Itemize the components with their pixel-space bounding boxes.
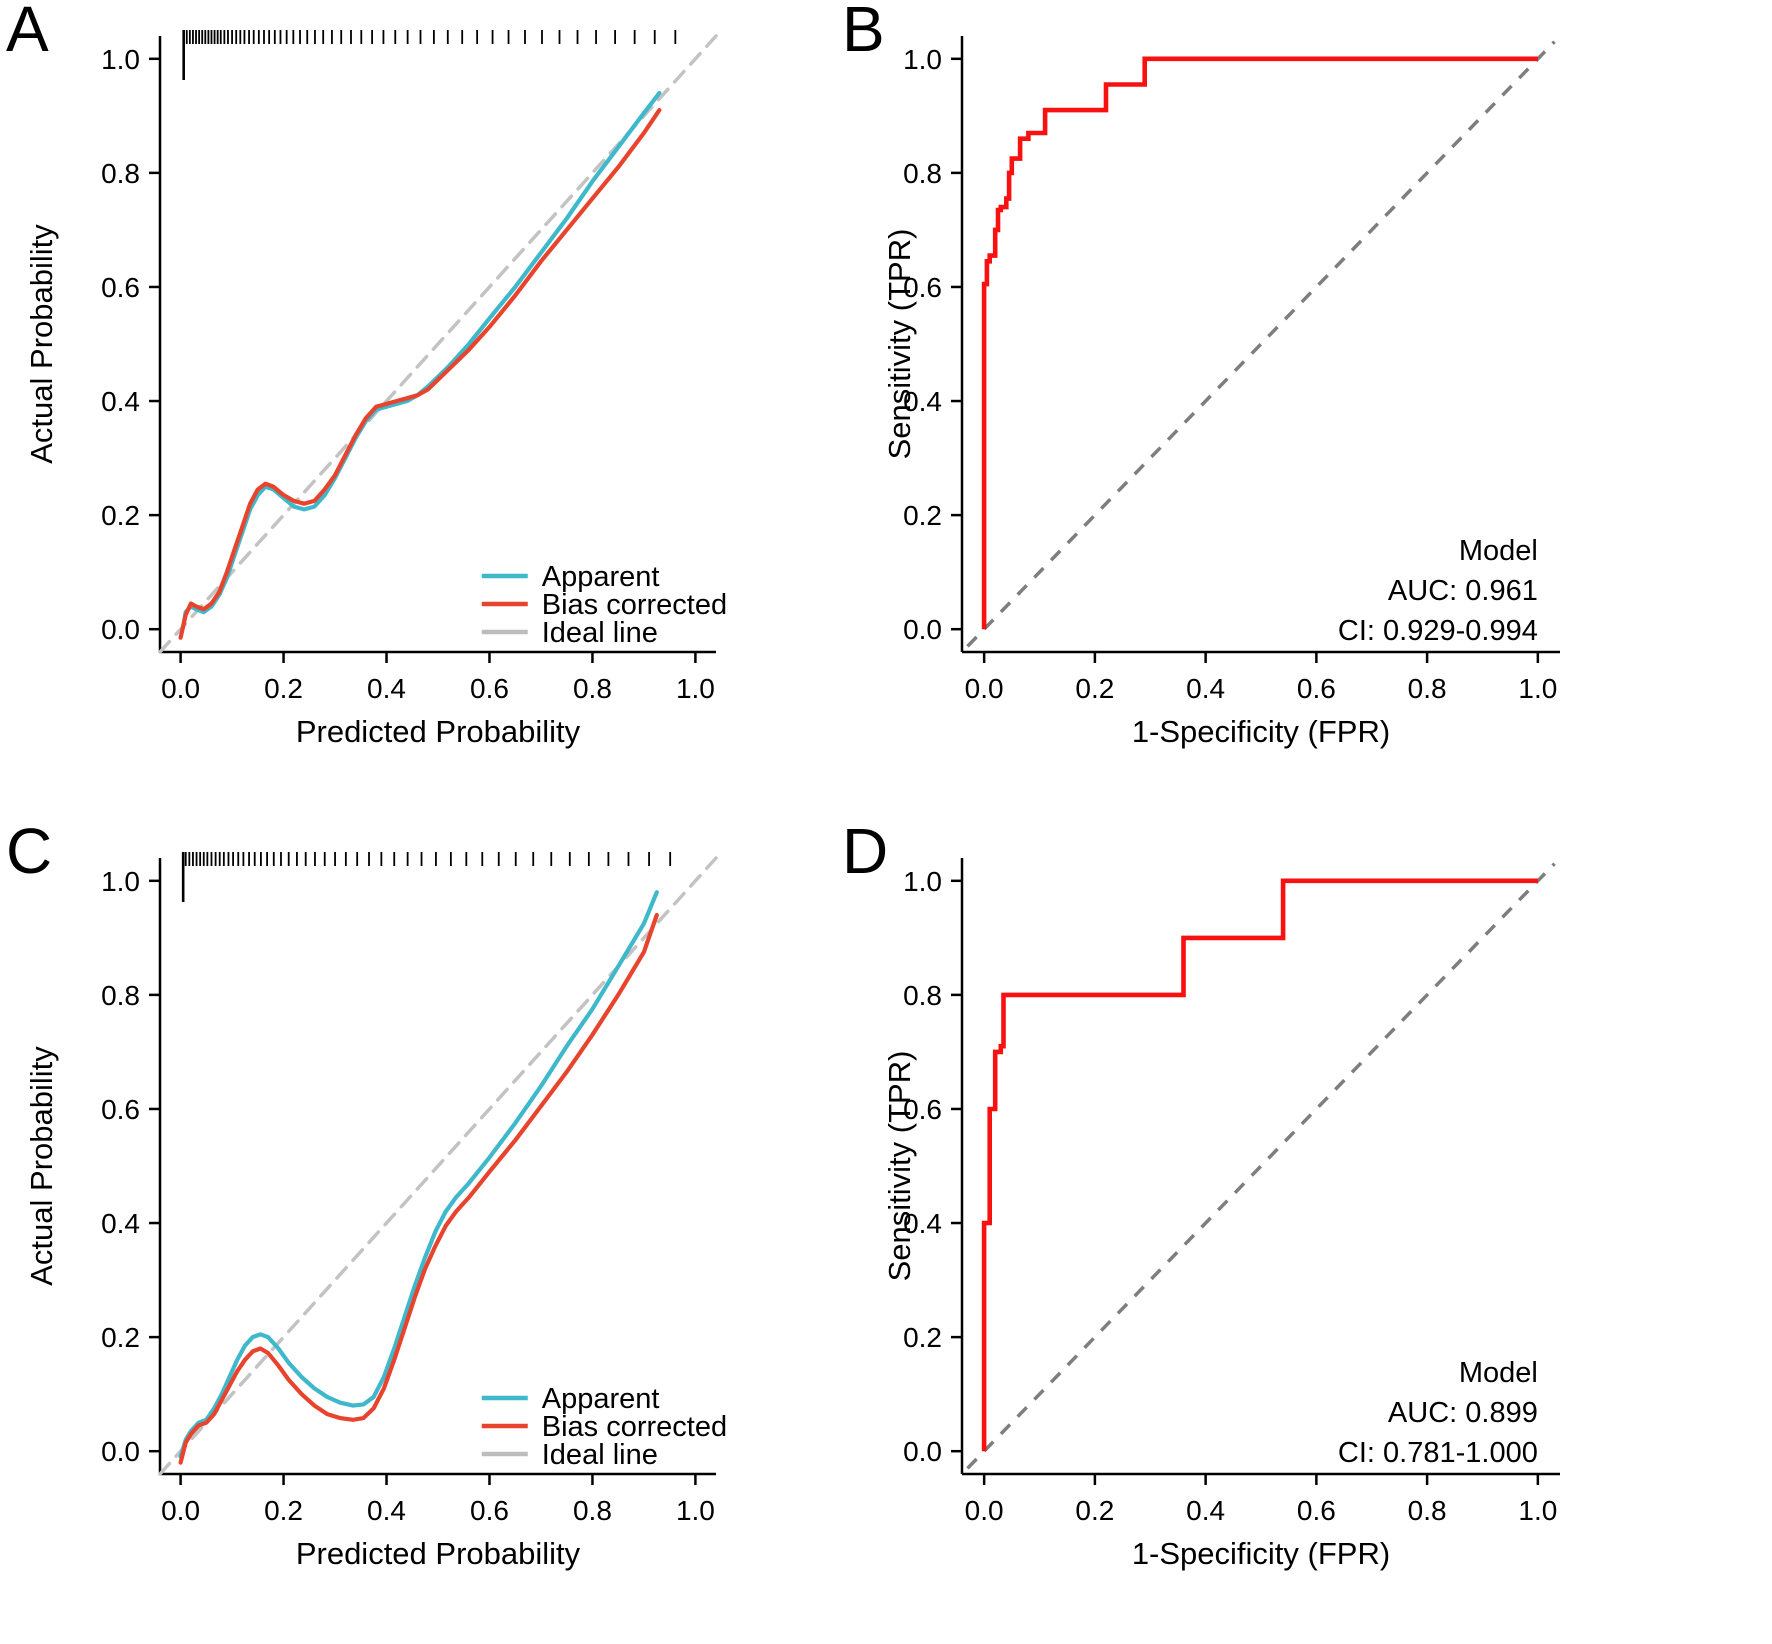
x-tick-label: 1.0 [676, 1495, 715, 1526]
panel-a-label: A [6, 0, 49, 65]
x-tick-label: 0.6 [470, 673, 509, 704]
y-tick-label: 0.4 [903, 386, 942, 417]
annotation-line-2: CI: 0.781-1.000 [1338, 1437, 1538, 1469]
apparent-curve [178, 890, 659, 1459]
y-tick-label: 0.8 [903, 980, 942, 1011]
panel-b-label: B [842, 0, 885, 65]
x-tick-label: 0.2 [264, 673, 303, 704]
annotation-line-1: AUC: 0.961 [1388, 575, 1538, 607]
model-curve [981, 878, 1538, 1452]
y-tick-label: 0.0 [101, 1436, 140, 1467]
calibration-plot-a: 0.0 0.0 0.2 0.2 0.4 0.4 0.6 0.6 0.8 0.8 1.0 1.0 Pred… [24, 30, 727, 749]
apparent-legend-label: Apparent [542, 561, 660, 593]
bias-corrected-curve [178, 108, 662, 640]
roc-plot-d: 0.0 0.0 0.2 0.2 0.4 0.4 0.6 0.6 0.8 0.8 1.0 1.0 1-Sp… [886, 858, 1560, 1571]
y-tick-label: 1.0 [101, 866, 140, 897]
panel-b-roc: B 0.0 0.0 0.2 0.2 0.4 0.4 0.6 0.6 0.8 0.8 1.0 1.0 1-… [842, 0, 1772, 822]
y-tick-label: 0.0 [101, 614, 140, 645]
y-tick-label: 0.4 [101, 386, 140, 417]
x-tick-label: 0.0 [965, 1495, 1004, 1526]
y-tick-label: 0.8 [101, 980, 140, 1011]
y-tick-label: 0.8 [903, 158, 942, 189]
panel-d-roc: D 0.0 0.0 0.2 0.2 0.4 0.4 0.6 0.6 0.8 0.8 1.0 1.0 1-… [842, 816, 1772, 1644]
annotation-line-0: Model [1459, 535, 1538, 567]
y-axis-title: Actual Probability [24, 1046, 59, 1286]
x-tick-label: 1.0 [1518, 673, 1557, 704]
annotation-line-2: CI: 0.929-0.994 [1338, 615, 1538, 647]
x-tick-label: 0.2 [1075, 673, 1114, 704]
bias-corrected-curve [178, 912, 659, 1465]
x-tick-label: 0.2 [1075, 1495, 1114, 1526]
model-curve [981, 56, 1538, 630]
x-tick-label: 0.8 [573, 673, 612, 704]
y-tick-label: 0.2 [101, 1322, 140, 1353]
calibration-plot-c: 0.0 0.0 0.2 0.2 0.4 0.4 0.6 0.6 0.8 0.8 1.0 1.0 Pred… [24, 852, 727, 1571]
y-tick-label: 0.6 [101, 1094, 140, 1125]
x-tick-label: 0.2 [264, 1495, 303, 1526]
panel-d-label: D [842, 815, 889, 887]
x-tick-label: 0.4 [367, 673, 406, 704]
y-tick-label: 0.6 [101, 272, 140, 303]
x-axis-title: Predicted Probability [296, 714, 581, 749]
x-tick-label: 0.4 [1186, 673, 1225, 704]
x-axis-title: Predicted Probability [296, 1536, 581, 1571]
apparent-legend-label: Apparent [542, 1383, 660, 1415]
y-axis-title: Sensitivity (TPR) [886, 1051, 917, 1282]
ideal-line-legend-label: Ideal line [542, 1439, 658, 1471]
y-tick-label: 1.0 [903, 44, 942, 75]
x-tick-label: 0.0 [965, 673, 1004, 704]
reference-curve [966, 862, 1556, 1470]
y-tick-label: 0.0 [903, 1436, 942, 1467]
x-tick-label: 1.0 [1518, 1495, 1557, 1526]
y-axis-title: Actual Probability [24, 224, 59, 464]
y-tick-label: 0.2 [101, 500, 140, 531]
x-tick-label: 0.6 [1297, 673, 1336, 704]
bias-corrected-legend-label: Bias corrected [542, 589, 727, 621]
panel-a-calibration: A 0.0 0.0 0.2 0.2 0.4 0.4 0.6 0.6 0.8 0.8 1.0 1.0 Pr… [0, 0, 886, 822]
x-axis-title: 1-Specificity (FPR) [1132, 1536, 1390, 1571]
x-tick-label: 0.6 [470, 1495, 509, 1526]
y-tick-label: 0.4 [903, 1208, 942, 1239]
ideal-line-curve [158, 34, 718, 654]
x-tick-label: 0.8 [1408, 1495, 1447, 1526]
x-tick-label: 0.6 [1297, 1495, 1336, 1526]
ideal-line-curve [158, 856, 718, 1476]
panel-c-label: C [6, 815, 53, 887]
y-axis-title: Sensitivity (TPR) [886, 229, 917, 460]
reference-curve [966, 40, 1556, 648]
x-tick-label: 0.4 [1186, 1495, 1225, 1526]
y-tick-label: 0.6 [903, 272, 942, 303]
y-tick-label: 0.2 [903, 1322, 942, 1353]
x-tick-label: 0.0 [161, 673, 200, 704]
annotation-line-1: AUC: 0.899 [1388, 1397, 1538, 1429]
x-tick-label: 0.0 [161, 1495, 200, 1526]
y-tick-label: 0.0 [903, 614, 942, 645]
roc-plot-b: 0.0 0.0 0.2 0.2 0.4 0.4 0.6 0.6 0.8 0.8 1.0 1.0 1-Sp… [886, 36, 1560, 749]
ideal-line-legend-label: Ideal line [542, 617, 658, 649]
y-tick-label: 0.2 [903, 500, 942, 531]
y-tick-label: 1.0 [903, 866, 942, 897]
apparent-curve [181, 90, 662, 629]
y-tick-label: 0.6 [903, 1094, 942, 1125]
x-tick-label: 0.4 [367, 1495, 406, 1526]
bias-corrected-legend-label: Bias corrected [542, 1411, 727, 1443]
x-tick-label: 0.8 [1408, 673, 1447, 704]
x-tick-label: 1.0 [676, 673, 715, 704]
x-tick-label: 0.8 [573, 1495, 612, 1526]
annotation-line-0: Model [1459, 1357, 1538, 1389]
panel-c-calibration: C 0.0 0.0 0.2 0.2 0.4 0.4 0.6 0.6 0.8 0.8 1.0 1.0 Pr… [0, 816, 886, 1644]
y-tick-label: 0.8 [101, 158, 140, 189]
y-tick-label: 0.4 [101, 1208, 140, 1239]
y-tick-label: 1.0 [101, 44, 140, 75]
x-axis-title: 1-Specificity (FPR) [1132, 714, 1390, 749]
